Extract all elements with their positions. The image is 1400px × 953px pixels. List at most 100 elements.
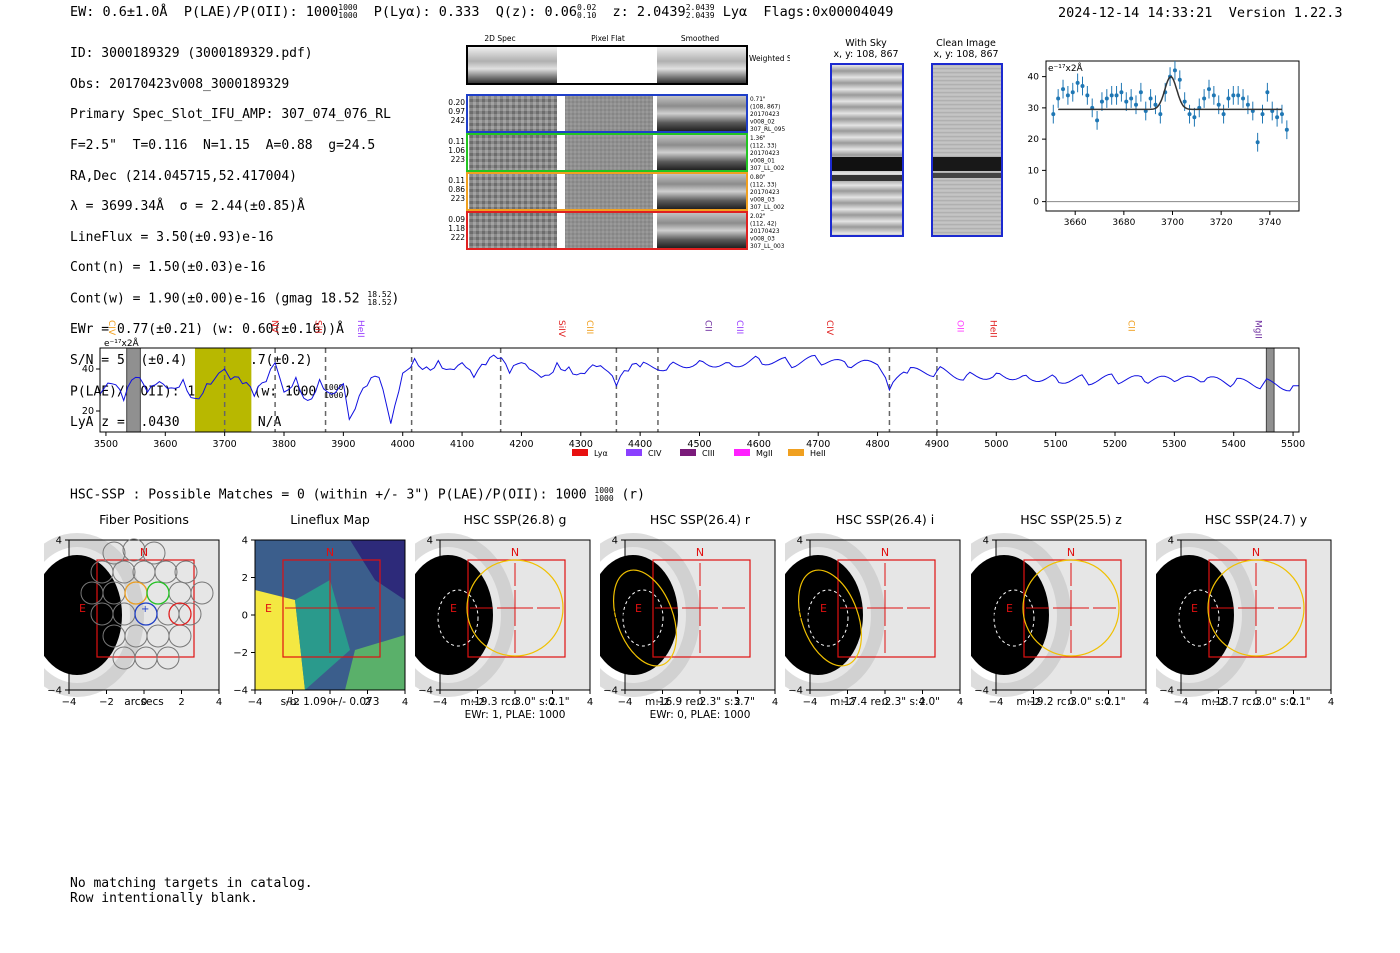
xtick-label: 4 bbox=[216, 697, 222, 708]
xtick-label: 0 bbox=[697, 697, 703, 708]
zoom-point bbox=[1221, 112, 1226, 117]
ytick-label: 4 bbox=[427, 536, 433, 547]
xtick-label: −2 bbox=[655, 697, 670, 708]
zoom-point bbox=[1226, 96, 1231, 101]
hsc-panel-caption: m:19.3 rc:3.0" s:0.1" bbox=[460, 696, 570, 708]
hsc-summary-text: HSC-SSP : Possible Matches = 0 (within +… bbox=[70, 487, 587, 503]
cutout-smoothed bbox=[657, 173, 747, 210]
cutout-right-value: 0.80" bbox=[750, 175, 766, 181]
zoom-point bbox=[1129, 96, 1134, 101]
spec-ytick-label: 20 bbox=[82, 406, 94, 417]
cutout-left-value: 223 bbox=[451, 155, 466, 164]
hsc-summary-sub: 1000 bbox=[594, 494, 614, 503]
zoom-axes: 3660 3680 3700 3720 3740 0 10 20 30 40 bbox=[1028, 73, 1299, 228]
spec-legend-swatch bbox=[734, 449, 750, 456]
hsc-panel-image: N E −4−4 −2 −2 0 0 2 2 4 4 bbox=[233, 536, 408, 709]
cutout-left-value: 0.09 bbox=[448, 215, 465, 224]
info-lambda: λ = 3699.34Å σ = 2.44(±0.85)Å bbox=[70, 199, 305, 215]
ytick-label: 2 bbox=[242, 573, 248, 584]
header-z-sup: 2.0439 bbox=[685, 3, 715, 12]
spec-legend-swatch bbox=[680, 449, 696, 456]
info-lineflux: LineFlux = 3.50(±0.93)e-16 bbox=[70, 229, 274, 245]
hsc-panel-3: HSC SSP(26.8) g N E −4 −4 −2 −2 0 0 2 2 4 4 m:19.3 rc… bbox=[415, 512, 595, 727]
ytick-label: −4 bbox=[603, 686, 618, 697]
cutout-left-value: 0.11 bbox=[448, 137, 465, 146]
xtick-label: −4 bbox=[433, 697, 448, 708]
cutout-2dspec bbox=[469, 212, 557, 249]
hsc-panel-1: Fiber Positions + N E −4 −4 −2 −2 0 0 2 2 4 4 arcsecs bbox=[44, 512, 224, 727]
zoom-point bbox=[1255, 140, 1260, 145]
header-plae: P(LAE)/P(OII): 1000 bbox=[183, 4, 339, 20]
spec-ytick-label: 40 bbox=[82, 364, 94, 375]
zoom-point bbox=[1241, 96, 1246, 101]
hsc-panel-image: N E −4−4 −2 −2 0 0 2 2 4 4 bbox=[1156, 533, 1334, 708]
zoom-ytick-label: 0 bbox=[1033, 198, 1039, 208]
xtick-label: 2 bbox=[1105, 697, 1111, 708]
zoom-point bbox=[1085, 93, 1090, 98]
north-label: N bbox=[511, 546, 519, 559]
spec-line-label: CII bbox=[1126, 320, 1136, 332]
clean-image bbox=[931, 63, 1003, 237]
ytick-label: −4 bbox=[233, 686, 248, 697]
xtick-label: 0 bbox=[327, 697, 333, 708]
zoom-point bbox=[1206, 87, 1211, 92]
ytick-label: 0 bbox=[612, 611, 618, 622]
zoom-point bbox=[1051, 112, 1056, 117]
xtick-label: 4 bbox=[1143, 697, 1149, 708]
col-header-pixelflat: Pixel Flat bbox=[591, 34, 625, 43]
spec-xtick-label: 4700 bbox=[806, 439, 830, 450]
cutouts-panel: 2D Spec Pixel Flat Smoothed Weighted Sum… bbox=[440, 33, 804, 258]
spec-xtick-label: 5300 bbox=[1162, 439, 1186, 450]
info-id: ID: 3000189329 (3000189329.pdf) bbox=[70, 46, 313, 62]
hsc-panel-caption: m:16.9 re:2.3" s:3.7" bbox=[645, 696, 755, 708]
zoom-point bbox=[1265, 90, 1270, 95]
cutout-left-value: 242 bbox=[451, 116, 466, 125]
fiber-center-mark: + bbox=[141, 604, 149, 615]
hsc-panel-title: HSC SSP(26.4) i bbox=[835, 512, 935, 527]
spec-line-label: MgII bbox=[1253, 320, 1263, 339]
cutout-right-value: 307_LL_003 bbox=[750, 244, 785, 250]
spec-xtick-label: 3700 bbox=[213, 439, 237, 450]
spec-line-label: CIV bbox=[106, 320, 116, 336]
hsc-panel-caption-2: EWr: 1, PLAE: 1000 bbox=[464, 709, 566, 721]
zoom-point bbox=[1148, 96, 1153, 101]
weighted-label: Weighted Sum bbox=[749, 54, 790, 63]
fiber-blue bbox=[134, 602, 158, 626]
ytick-label: 4 bbox=[242, 536, 248, 547]
with-sky-image bbox=[830, 63, 904, 237]
header-qz: Q(z): 0.06 bbox=[495, 4, 577, 20]
hsc-panel-title: HSC SSP(26.8) g bbox=[463, 512, 567, 527]
hsc-summary-tail: (r) bbox=[621, 487, 645, 503]
info-plae-wsub: 1000 bbox=[324, 390, 344, 400]
cutout-2dspec bbox=[469, 173, 557, 210]
cutout-right-value: 1.36" bbox=[750, 136, 766, 142]
cutout-left-value: 223 bbox=[451, 194, 466, 203]
xtick-label: 0 bbox=[512, 697, 518, 708]
north-label: N bbox=[1067, 546, 1075, 559]
hsc-panel-caption: arcsecs bbox=[124, 696, 164, 708]
info-contn: Cont(n) = 1.50(±0.03)e-16 bbox=[70, 260, 266, 276]
zoom-xtick-label: 3700 bbox=[1161, 218, 1184, 228]
cutout-frame bbox=[466, 133, 748, 172]
zoom-point bbox=[1192, 115, 1197, 120]
spec-xtick-label: 4400 bbox=[628, 439, 652, 450]
fiber-red bbox=[168, 602, 192, 626]
clean-image-coords: x, y: 108, 867 bbox=[933, 49, 999, 60]
cutout-right-value: 20170423 bbox=[750, 190, 780, 196]
with-sky-header: With Sky x, y: 108, 867 bbox=[830, 38, 902, 60]
xtick-label: −2 bbox=[285, 697, 300, 708]
spec-line-label: SiIV bbox=[556, 320, 566, 338]
catalog-ellipse bbox=[437, 589, 479, 647]
cutout-pixelflat bbox=[565, 95, 653, 132]
xtick-label: 4 bbox=[402, 697, 408, 708]
search-box bbox=[652, 559, 751, 658]
spec-line-label: CIV bbox=[824, 320, 834, 336]
spec-xtick-label: 5500 bbox=[1281, 439, 1305, 450]
header-z-line: Lyα bbox=[722, 4, 748, 20]
cutout-left-value: 222 bbox=[451, 233, 466, 242]
header-plae-sup: 1000 bbox=[338, 3, 358, 12]
lineflux-green-region bbox=[345, 635, 405, 690]
info-gmag-sub: 18.52 bbox=[367, 298, 392, 308]
zoom-point bbox=[1158, 112, 1163, 117]
